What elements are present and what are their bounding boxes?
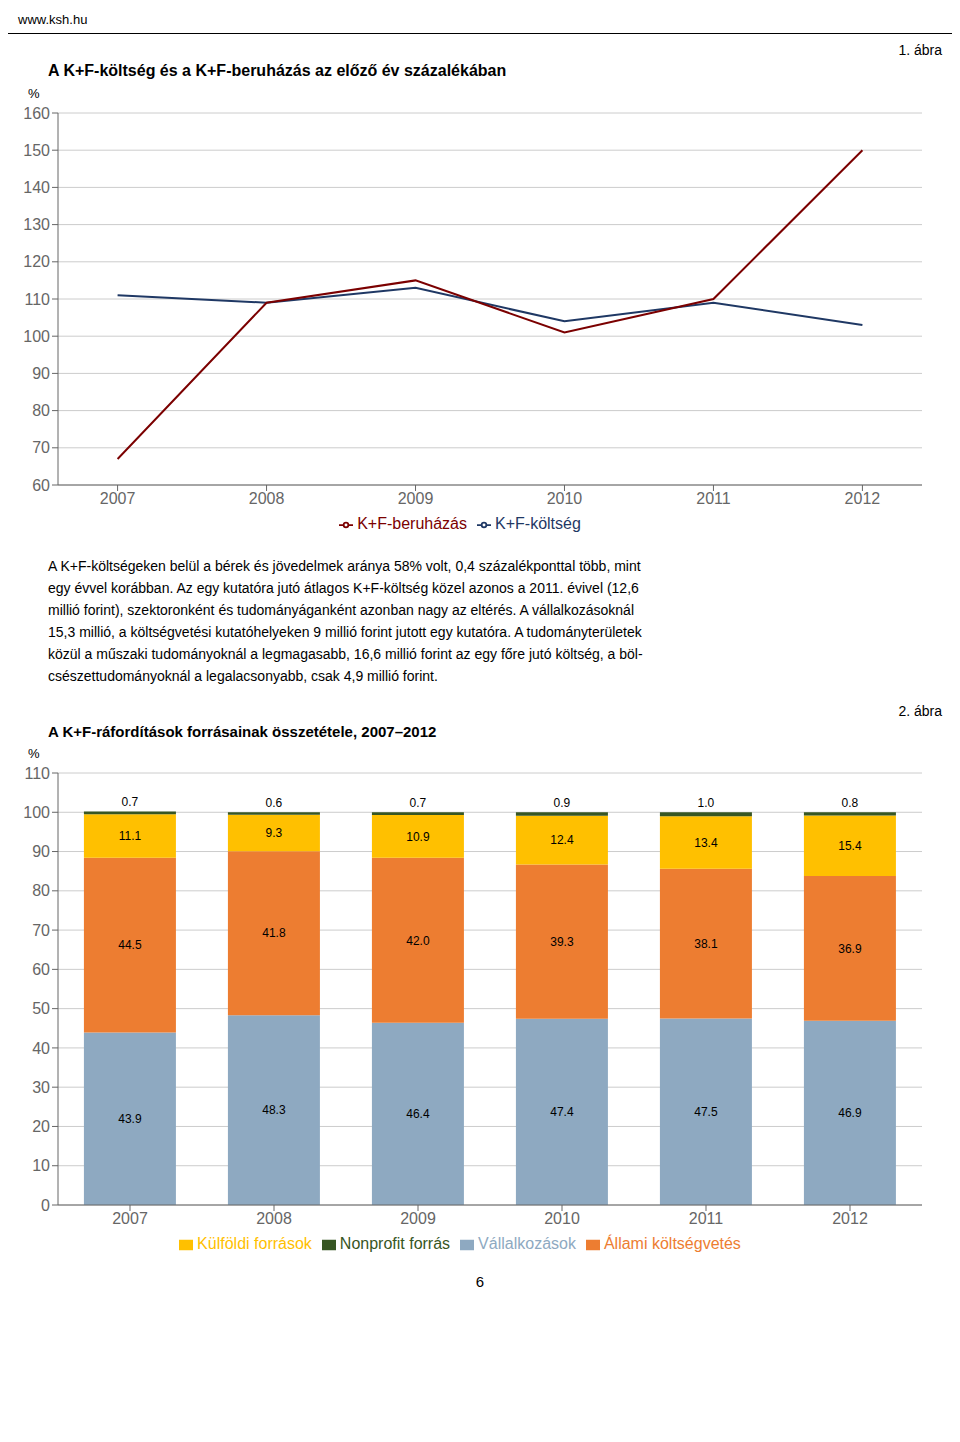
svg-text:30: 30 [32, 1079, 50, 1096]
svg-text:0.8: 0.8 [842, 796, 859, 810]
svg-text:90: 90 [32, 365, 50, 382]
html-text:A K+F-költség és a K+F-beruház: A K+F-költség és a K+F-beruházás az előz… [48, 62, 507, 79]
svg-text:130: 130 [23, 216, 50, 233]
svg-text:13.4: 13.4 [694, 836, 718, 850]
svg-text:0.7: 0.7 [122, 795, 139, 809]
svg-text:110: 110 [24, 291, 50, 308]
svg-text:100: 100 [23, 328, 50, 345]
svg-text:38.1: 38.1 [694, 937, 718, 951]
svg-text:10: 10 [32, 1157, 50, 1174]
html-text:A K+F-költségeken belül a bére: A K+F-költségeken belül a bérek és jöved… [48, 558, 641, 574]
html-text:2. ábra: 2. ábra [898, 703, 942, 719]
svg-text:80: 80 [32, 402, 50, 419]
svg-text:70: 70 [32, 922, 50, 939]
svg-text:43.9: 43.9 [118, 1112, 142, 1126]
svg-text:50: 50 [32, 1000, 50, 1017]
svg-text:60: 60 [32, 477, 50, 494]
svg-text:110: 110 [24, 765, 50, 782]
svg-text:120: 120 [23, 253, 50, 270]
svg-text:0: 0 [41, 1197, 50, 1214]
svg-text:2011: 2011 [696, 490, 731, 507]
svg-text:36.9: 36.9 [838, 942, 862, 956]
svg-text:2009: 2009 [398, 490, 434, 507]
svg-text:12.4: 12.4 [550, 833, 574, 847]
html-text:6: 6 [475, 1273, 485, 1290]
html-text:csészettudományoknál a legalac: csészettudományoknál a legalacsonyabb, c… [48, 668, 438, 684]
svg-text:70: 70 [32, 439, 50, 456]
svg-text:47.5: 47.5 [694, 1105, 718, 1119]
svg-text:2011: 2011 [689, 1210, 724, 1227]
svg-text:100: 100 [23, 804, 50, 821]
html-text:K+F-beruházás: K+F-beruházás [357, 515, 467, 532]
svg-text:2012: 2012 [845, 490, 881, 507]
html-text:Nonprofit forrás: Nonprofit forrás [339, 1235, 451, 1252]
svg-text:2010: 2010 [547, 490, 583, 507]
svg-text:1.0: 1.0 [698, 796, 715, 810]
html-text:www.ksh.hu: www.ksh.hu [18, 12, 88, 27]
html-text:egy évvel korábban. Az egy kut: egy évvel korábban. Az egy kutatóra jutó… [48, 580, 639, 596]
svg-text:9.3: 9.3 [266, 826, 283, 840]
svg-text:2007: 2007 [112, 1210, 148, 1227]
svg-text:10.9: 10.9 [406, 830, 430, 844]
svg-text:15.4: 15.4 [838, 839, 862, 853]
svg-text:80: 80 [32, 882, 50, 899]
svg-text:2012: 2012 [832, 1210, 868, 1227]
svg-text:160: 160 [23, 105, 50, 122]
svg-text:90: 90 [32, 843, 50, 860]
svg-text:11.1: 11.1 [119, 829, 142, 843]
svg-text:0.7: 0.7 [410, 796, 427, 810]
html-text:közül a műszaki tudományoknál: közül a műszaki tudományoknál a legmagas… [48, 646, 643, 662]
svg-text:0.6: 0.6 [266, 796, 283, 810]
html-text:Vállalkozások: Vállalkozások [478, 1235, 576, 1252]
svg-text:40: 40 [32, 1040, 50, 1057]
svg-text:42.0: 42.0 [406, 934, 430, 948]
svg-text:47.4: 47.4 [550, 1105, 574, 1119]
html-text:1. ábra: 1. ábra [898, 42, 942, 58]
html-text:15,3 millió, a költségvetési k: 15,3 millió, a költségvetési kutatóhelye… [48, 624, 642, 640]
svg-text:2008: 2008 [256, 1210, 292, 1227]
svg-text:39.3: 39.3 [550, 935, 574, 949]
svg-text:46.4: 46.4 [406, 1107, 430, 1121]
svg-text:2007: 2007 [100, 490, 136, 507]
svg-text:2009: 2009 [400, 1210, 436, 1227]
svg-text:60: 60 [32, 961, 50, 978]
svg-text:48.3: 48.3 [262, 1103, 286, 1117]
html-text:millió forint), szektoronként: millió forint), szektoronként és tudomán… [48, 602, 634, 618]
svg-text:150: 150 [23, 142, 50, 159]
svg-text:44.5: 44.5 [118, 938, 142, 952]
svg-text:2008: 2008 [249, 490, 285, 507]
html-text:A K+F-ráfordítások forrásainak: A K+F-ráfordítások forrásainak összetéte… [48, 723, 437, 740]
svg-text:20: 20 [32, 1118, 50, 1135]
svg-text:2010: 2010 [544, 1210, 580, 1227]
svg-text:0.9: 0.9 [554, 796, 571, 810]
svg-text:140: 140 [23, 179, 50, 196]
html-text:K+F-költség: K+F-költség [495, 515, 581, 532]
html-text:Külföldi források: Külföldi források [197, 1235, 312, 1252]
svg-text:46.9: 46.9 [838, 1106, 862, 1120]
html-text:Állami költségvetés: Állami költségvetés [603, 1235, 741, 1252]
svg-text:41.8: 41.8 [262, 926, 286, 940]
